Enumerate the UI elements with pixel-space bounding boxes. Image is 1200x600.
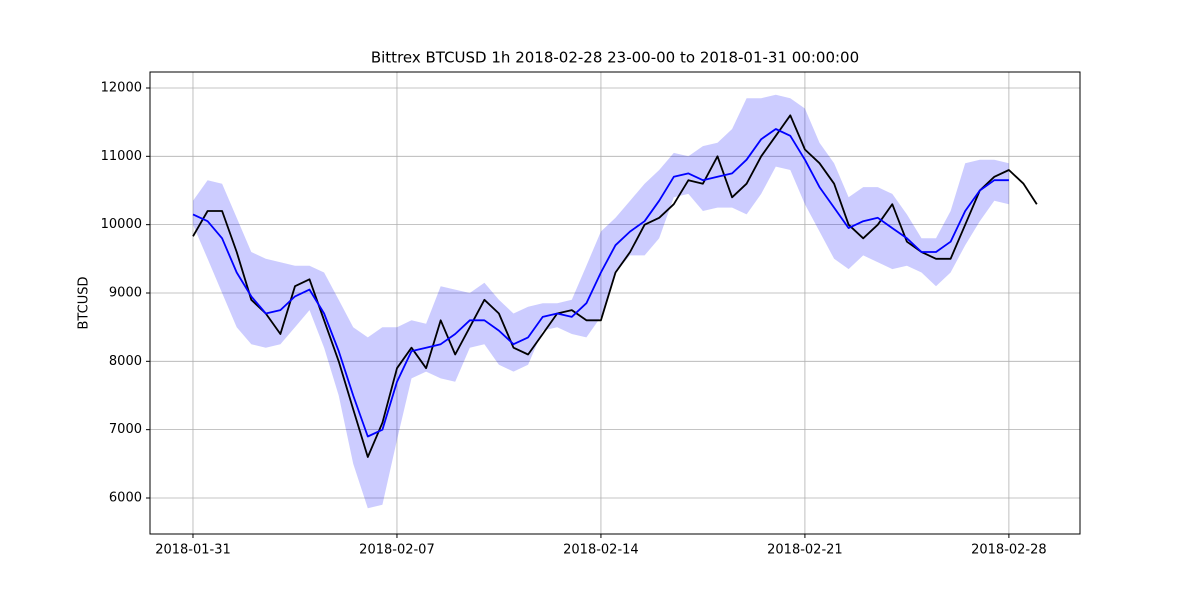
- x-tick-label: 2018-02-07: [359, 543, 435, 558]
- x-tick-label: 2018-02-21: [767, 543, 843, 558]
- x-tick-label: 2018-02-14: [563, 543, 639, 558]
- y-tick-label: 9000: [109, 285, 142, 300]
- x-tick-label: 2018-01-31: [155, 543, 231, 558]
- y-tick-label: 10000: [101, 217, 142, 232]
- y-tick-label: 8000: [109, 354, 142, 369]
- chart-title: Bittrex BTCUSD 1h 2018-02-28 23-00-00 to…: [371, 49, 859, 67]
- y-tick-label: 12000: [101, 80, 142, 95]
- y-tick-label: 6000: [109, 490, 142, 505]
- line: [192, 114, 1038, 458]
- band-area: [193, 94, 1009, 509]
- y-tick-label: 11000: [101, 149, 142, 164]
- line: [192, 128, 1009, 438]
- plot-frame: [149, 71, 1081, 535]
- y-tick-label: 7000: [109, 422, 142, 437]
- x-tick-label: 2018-02-28: [971, 543, 1047, 558]
- y-axis-label: BTCUSD: [77, 277, 92, 330]
